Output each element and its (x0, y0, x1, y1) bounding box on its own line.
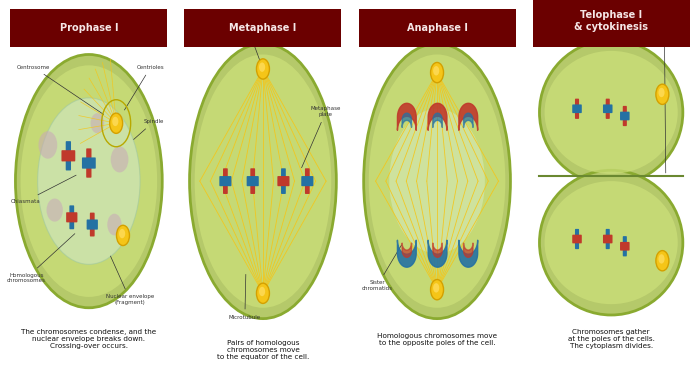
FancyBboxPatch shape (623, 106, 627, 126)
Text: Homologous chromosomes move
to the opposite poles of the cell.: Homologous chromosomes move to the oppos… (377, 333, 497, 346)
FancyBboxPatch shape (219, 176, 232, 186)
Ellipse shape (256, 59, 270, 79)
Text: Centrioles: Centrioles (125, 65, 164, 110)
Text: Cleavage furrow: Cleavage furrow (642, 32, 687, 173)
Text: Metaphase I: Metaphase I (230, 23, 297, 33)
FancyBboxPatch shape (90, 213, 95, 236)
FancyBboxPatch shape (301, 176, 314, 186)
FancyBboxPatch shape (87, 219, 98, 230)
Ellipse shape (433, 283, 440, 292)
Text: Chiasmata: Chiasmata (10, 175, 76, 204)
Ellipse shape (116, 225, 130, 245)
Ellipse shape (659, 254, 664, 264)
FancyBboxPatch shape (184, 9, 342, 47)
Text: Nuclear envelope
(Fragment): Nuclear envelope (Fragment) (106, 256, 154, 305)
Ellipse shape (15, 54, 162, 308)
Ellipse shape (259, 62, 265, 72)
Ellipse shape (369, 54, 505, 308)
FancyBboxPatch shape (251, 168, 255, 194)
FancyBboxPatch shape (10, 9, 167, 47)
Ellipse shape (545, 51, 678, 174)
FancyBboxPatch shape (620, 242, 629, 251)
Text: Centromere
(with kinetochore): Centromere (with kinetochore) (220, 16, 270, 66)
FancyBboxPatch shape (305, 168, 309, 194)
Ellipse shape (656, 84, 668, 104)
Ellipse shape (659, 88, 664, 97)
FancyBboxPatch shape (358, 9, 516, 47)
Ellipse shape (119, 229, 125, 238)
FancyBboxPatch shape (575, 229, 579, 249)
FancyBboxPatch shape (66, 212, 78, 222)
FancyBboxPatch shape (572, 104, 582, 113)
Ellipse shape (433, 66, 440, 75)
Ellipse shape (540, 170, 682, 315)
Ellipse shape (107, 214, 122, 235)
Text: Telophase I
& cytokinesis: Telophase I & cytokinesis (574, 10, 648, 32)
Ellipse shape (112, 117, 118, 126)
FancyBboxPatch shape (82, 157, 96, 169)
Ellipse shape (90, 113, 104, 134)
Text: The chromosomes condense, and the
nuclear envelope breaks down.
Crossing-over oc: The chromosomes condense, and the nuclea… (21, 329, 157, 350)
FancyBboxPatch shape (533, 0, 690, 47)
Ellipse shape (46, 198, 63, 222)
FancyBboxPatch shape (62, 150, 76, 162)
FancyBboxPatch shape (572, 235, 582, 243)
Ellipse shape (20, 65, 157, 297)
FancyBboxPatch shape (246, 176, 259, 186)
Ellipse shape (110, 113, 122, 134)
Ellipse shape (656, 251, 668, 271)
Ellipse shape (190, 44, 336, 319)
Ellipse shape (540, 40, 682, 185)
Ellipse shape (38, 131, 57, 159)
FancyBboxPatch shape (86, 148, 92, 178)
Ellipse shape (364, 44, 510, 319)
Text: Chromosomes gather
at the poles of the cells.
The cytoplasm divides.: Chromosomes gather at the poles of the c… (568, 329, 654, 350)
Ellipse shape (195, 54, 331, 308)
FancyBboxPatch shape (606, 98, 610, 119)
Text: Anaphase I: Anaphase I (407, 23, 468, 33)
FancyBboxPatch shape (575, 98, 579, 119)
Ellipse shape (111, 146, 128, 172)
FancyBboxPatch shape (623, 236, 627, 256)
Ellipse shape (259, 287, 265, 296)
Text: Homologous
chromosomes: Homologous chromosomes (7, 233, 75, 283)
Ellipse shape (430, 279, 444, 300)
FancyBboxPatch shape (603, 235, 612, 243)
Ellipse shape (38, 98, 140, 264)
FancyBboxPatch shape (223, 168, 228, 194)
FancyBboxPatch shape (620, 112, 629, 120)
Text: Spindle: Spindle (134, 119, 164, 140)
Ellipse shape (256, 283, 270, 303)
FancyBboxPatch shape (69, 206, 74, 229)
Ellipse shape (430, 62, 444, 83)
FancyBboxPatch shape (603, 104, 612, 113)
FancyBboxPatch shape (277, 176, 290, 186)
Text: Prophase I: Prophase I (60, 23, 118, 33)
Text: Microtubule: Microtubule (229, 275, 261, 320)
Ellipse shape (389, 109, 485, 254)
Ellipse shape (545, 181, 678, 304)
Text: Sister
chromatids: Sister chromatids (362, 245, 402, 291)
Text: Metaphase
plate: Metaphase plate (302, 106, 341, 168)
FancyBboxPatch shape (66, 141, 71, 170)
Text: Centrosome: Centrosome (18, 65, 104, 115)
Text: Pairs of homologous
chromosomes move
to the equator of the cell.: Pairs of homologous chromosomes move to … (217, 340, 309, 360)
FancyBboxPatch shape (281, 168, 286, 194)
FancyBboxPatch shape (606, 229, 610, 249)
